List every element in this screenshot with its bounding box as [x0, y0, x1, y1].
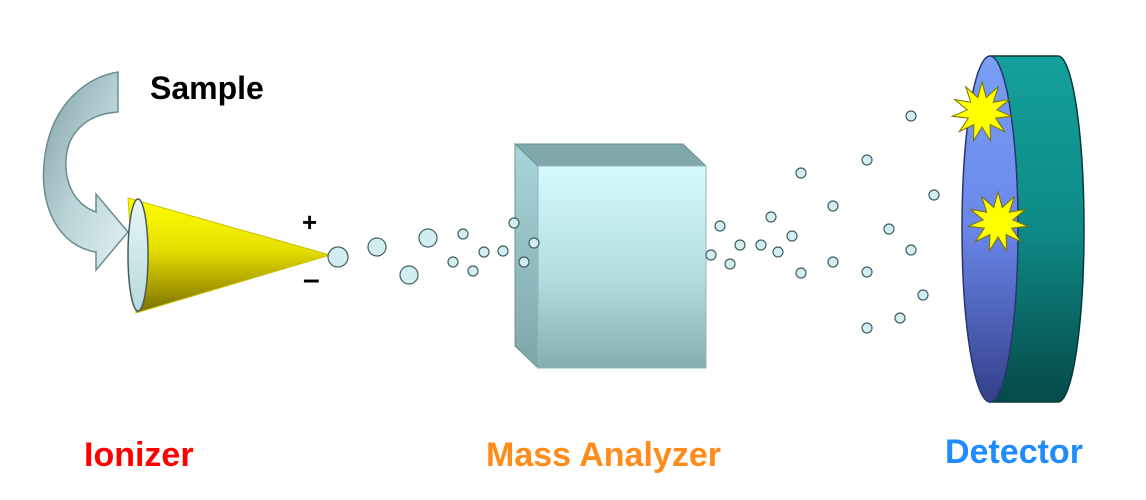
- negative-charge-sign: –: [303, 263, 320, 296]
- ion-particle: [786, 230, 798, 242]
- ion-particle: [928, 189, 940, 201]
- ion-particle: [399, 265, 419, 285]
- ion-particle: [861, 322, 873, 334]
- ion-particle: [457, 228, 469, 240]
- ion-particle: [734, 239, 746, 251]
- ion-particle: [705, 249, 717, 261]
- ion-particle: [917, 289, 929, 301]
- ion-particle: [367, 237, 387, 257]
- ionizer-cone: [127, 197, 332, 314]
- ionizer-cone-base: [127, 198, 149, 312]
- ionizer-label: Ionizer: [84, 436, 194, 474]
- ion-particle: [827, 256, 839, 268]
- ion-stream: [327, 110, 940, 334]
- ion-particle: [447, 256, 459, 268]
- ion-particle: [528, 237, 540, 249]
- ion-particle: [724, 258, 736, 270]
- ion-particle: [755, 239, 767, 251]
- ion-particle: [905, 110, 917, 122]
- ion-particle: [327, 246, 349, 268]
- ion-particle: [518, 256, 530, 268]
- detection-flash-icon: [950, 80, 1014, 143]
- ion-particle: [795, 267, 807, 279]
- detector-flashes: [950, 80, 1030, 253]
- ion-particle: [883, 223, 895, 235]
- ion-particle: [508, 217, 520, 229]
- ion-particle: [795, 167, 807, 179]
- ion-particle: [894, 312, 906, 324]
- ion-particle: [827, 200, 839, 212]
- ion-particle: [765, 211, 777, 223]
- detector-label: Detector: [945, 433, 1083, 471]
- ion-particle: [714, 220, 726, 232]
- detection-flash-icon: [966, 190, 1030, 253]
- mass-analyzer-box: [513, 142, 708, 370]
- ion-particle: [478, 246, 490, 258]
- ion-particle: [497, 245, 509, 257]
- ion-particle: [467, 265, 479, 277]
- ion-particle: [861, 266, 873, 278]
- ion-particle: [861, 154, 873, 166]
- ion-particle: [418, 228, 438, 248]
- ion-particle: [772, 246, 784, 258]
- ion-particle: [905, 244, 917, 256]
- positive-charge-sign: +: [302, 207, 318, 237]
- mass-analyzer-label: Mass Analyzer: [486, 436, 721, 474]
- sample-arrow: [42, 71, 129, 273]
- sample-label: Sample: [150, 70, 264, 106]
